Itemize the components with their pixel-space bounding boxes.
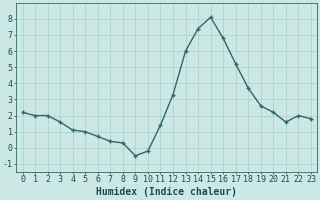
X-axis label: Humidex (Indice chaleur): Humidex (Indice chaleur) bbox=[96, 187, 237, 197]
